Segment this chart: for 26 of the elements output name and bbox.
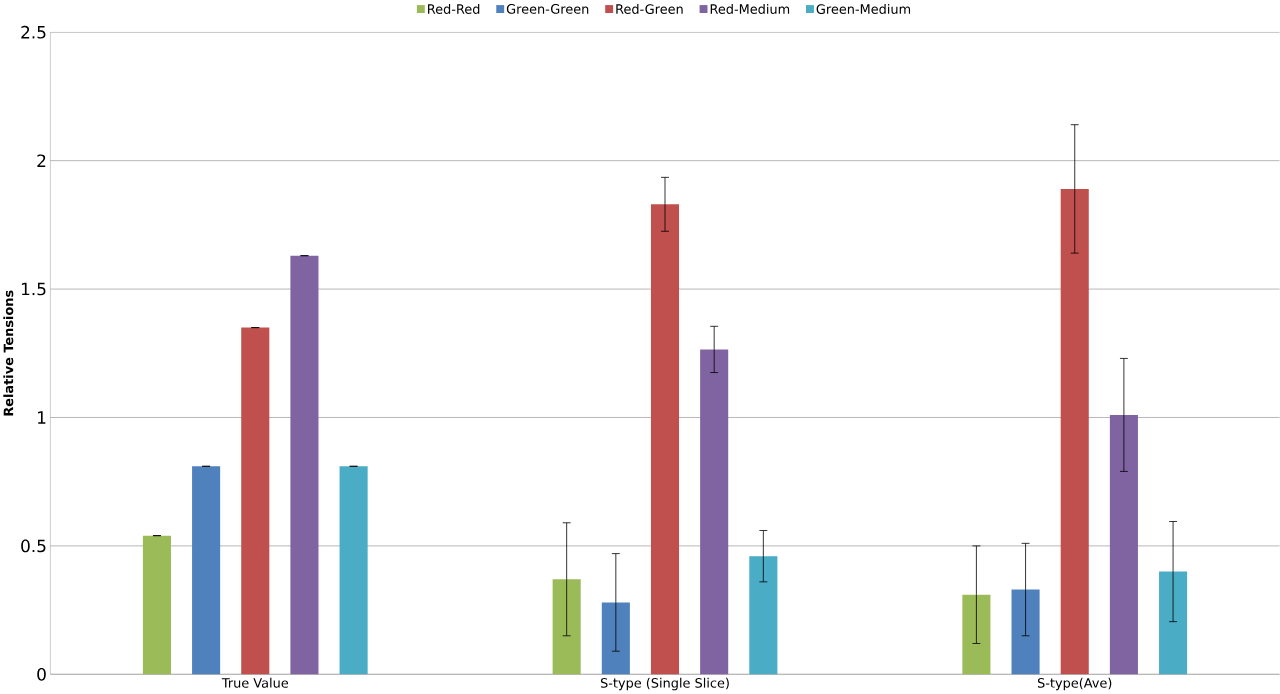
legend-label: Green-Medium — [816, 4, 911, 15]
bar — [1159, 571, 1188, 675]
y-tick-label: 1.5 — [21, 283, 46, 296]
x-tick-label: True Value — [221, 678, 289, 688]
y-tick-label: 0.5 — [21, 539, 46, 553]
bar — [290, 255, 319, 675]
bar — [1060, 189, 1089, 675]
y-tick-label: 0 — [37, 668, 46, 681]
y-tick-label: 1 — [38, 411, 46, 424]
bar — [339, 466, 368, 675]
bar — [749, 556, 778, 675]
x-tick-label: S-type (Single Slice) — [600, 678, 729, 691]
legend-label: Red-Green — [616, 4, 683, 15]
bar — [1109, 415, 1138, 675]
bar — [142, 535, 171, 675]
bar — [650, 204, 680, 675]
y-tick-label: 2.5 — [21, 26, 46, 39]
legend-label: Red-Red — [428, 4, 480, 15]
legend-label: Red-Medium — [710, 4, 790, 15]
bar — [700, 349, 729, 675]
y-axis-title: Relative Tensions — [3, 290, 14, 416]
x-tick-label: S-type(Ave) — [1037, 678, 1112, 691]
y-tick-label: 2 — [37, 154, 46, 168]
legend-label: Green-Green — [506, 4, 589, 15]
bar — [241, 327, 270, 675]
bar — [192, 466, 221, 675]
